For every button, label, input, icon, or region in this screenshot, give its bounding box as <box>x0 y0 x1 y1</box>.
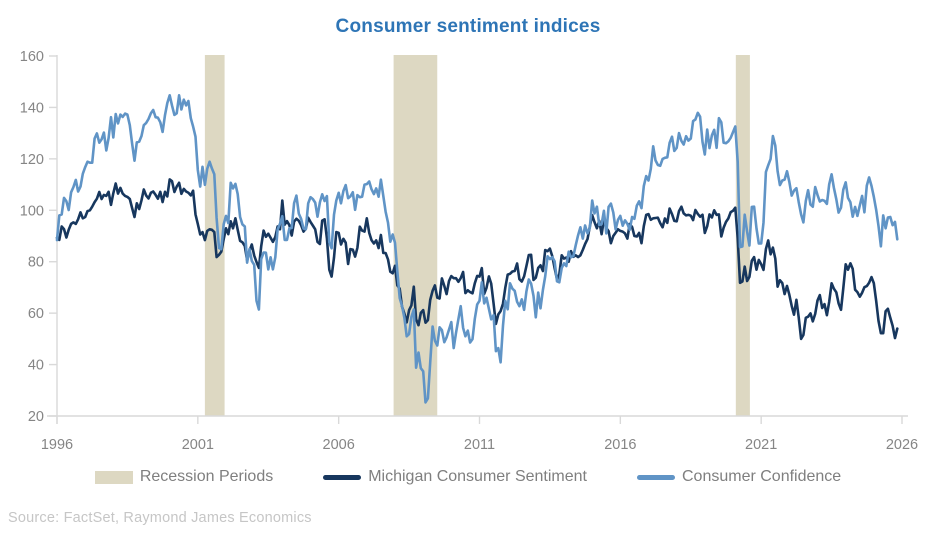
x-tick-label: 2006 <box>323 437 355 453</box>
y-tick-label: 120 <box>20 152 44 168</box>
confidence-line-swatch <box>636 474 675 480</box>
recession-band-swatch <box>94 470 133 484</box>
y-tick-label: 60 <box>28 306 44 322</box>
x-tick-label: 2021 <box>745 437 777 453</box>
chart-title: Consumer sentiment indices <box>335 16 601 37</box>
sentiment-chart-svg: 20 40 60 80 100 120 140 160 1996 2001 2006 2011 2016… <box>20 49 918 453</box>
y-tick-label: 160 <box>20 49 44 65</box>
michigan-line-swatch <box>323 474 362 480</box>
x-tick-label: 2001 <box>182 437 214 453</box>
legend-item-michigan-sentiment: Michigan Consumer Sentiment <box>323 468 587 486</box>
x-tick-label: 2026 <box>886 437 918 453</box>
legend-label-consumer-confidence: Consumer Confidence <box>681 468 842 485</box>
legend-label-michigan-sentiment: Michigan Consumer Sentiment <box>368 468 587 485</box>
y-tick-label: 20 <box>28 409 44 425</box>
y-tick-label: 40 <box>28 358 44 374</box>
legend-item-consumer-confidence: Consumer Confidence <box>636 468 842 486</box>
legend-label-recession-periods: Recession Periods <box>139 468 274 485</box>
x-tick-label: 1996 <box>41 437 73 453</box>
x-tick-label: 2011 <box>464 437 495 453</box>
chart-legend: Recession Periods Michigan Consumer Sent… <box>0 468 936 486</box>
michigan-consumer-sentiment-line <box>55 178 899 341</box>
y-tick-label: 140 <box>20 100 44 116</box>
source-note: Source: FactSet, Raymond James Economics <box>8 510 312 526</box>
consumer-confidence-line <box>55 94 899 404</box>
y-tick-label: 80 <box>28 255 44 271</box>
y-tick-label: 100 <box>20 203 44 219</box>
x-tick-label: 2016 <box>604 437 636 453</box>
legend-item-recession-periods: Recession Periods <box>94 468 274 486</box>
